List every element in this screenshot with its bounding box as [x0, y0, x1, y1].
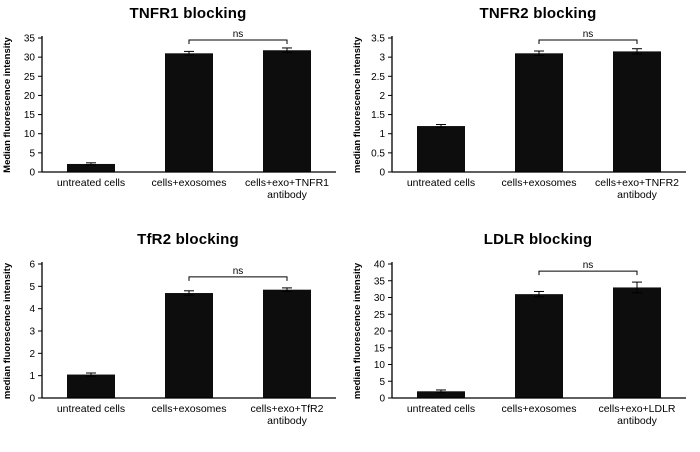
significance-label: ns — [583, 29, 594, 40]
y-tick-label: 1.5 — [371, 110, 385, 121]
y-tick-label: 20 — [24, 91, 36, 102]
y-tick-label: 3 — [29, 327, 35, 338]
y-tick-label: 3 — [379, 53, 385, 64]
x-category-label-0: untreated cells — [57, 403, 125, 415]
chart-plot-area: median fluorescence intensity 0 5 10 15 20 25 3… — [350, 250, 700, 452]
y-tick-label: 5 — [29, 148, 35, 159]
chart-tnfr2-blocking: TNFR2 blocking median fluorescence inten… — [350, 0, 700, 226]
y-tick-label: 6 — [29, 260, 35, 271]
y-axis-label: median fluorescence intensity — [2, 262, 13, 399]
chart-tfr2-blocking: TfR2 blocking median fluorescence intens… — [0, 226, 350, 452]
x-category-label-1: cells+exosomes — [152, 177, 227, 189]
y-tick-label: 10 — [24, 129, 36, 140]
x-category-label-2: cells+exo+TNFR2 antibody — [595, 177, 679, 201]
y-tick-label: 5 — [29, 282, 35, 293]
y-tick-label: 0 — [29, 168, 35, 179]
bar-chart-svg: Median fluorescence intensity 0 5 10 15 20 25 3… — [2, 29, 336, 201]
y-tick-label: 0 — [29, 394, 35, 405]
x-category-label-1: cells+exosomes — [152, 403, 227, 415]
y-axis-label: Median fluorescence intensity — [2, 36, 13, 172]
bar-1 — [165, 293, 213, 398]
y-tick-label: 3.5 — [371, 34, 385, 45]
significance-bracket — [188, 39, 288, 44]
bar-1 — [515, 53, 563, 172]
y-tick-label: 5 — [379, 377, 385, 388]
y-tick-label: 4 — [29, 304, 35, 315]
significance-label: ns — [233, 29, 244, 40]
chart-plot-area: median fluorescence intensity 0 1 2 3 4 5 6 ns un… — [0, 250, 350, 452]
y-tick-label: 15 — [374, 343, 386, 354]
chart-ldlr-blocking: LDLR blocking median fluorescence intens… — [350, 226, 700, 452]
y-tick-label: 15 — [24, 110, 36, 121]
bar-2 — [263, 289, 311, 398]
y-tick-label: 0 — [379, 394, 385, 405]
x-category-label-2: cells+exo+TfR2 antibody — [251, 403, 324, 427]
x-category-label-1: cells+exosomes — [502, 403, 577, 415]
x-category-label-0: untreated cells — [57, 177, 125, 189]
significance-label: ns — [583, 260, 594, 271]
bar-1 — [515, 294, 563, 398]
bar-2 — [613, 287, 661, 398]
y-tick-label: 20 — [374, 327, 386, 338]
y-tick-label: 30 — [24, 53, 36, 64]
y-tick-label: 40 — [374, 260, 386, 271]
y-tick-label: 2 — [379, 91, 385, 102]
chart-title: LDLR blocking — [483, 231, 593, 248]
y-tick-label: 2.5 — [371, 72, 385, 83]
y-tick-label: 35 — [24, 34, 36, 45]
bar-1 — [165, 53, 213, 172]
y-tick-label: 0 — [379, 168, 385, 179]
x-category-label-0: untreated cells — [407, 403, 475, 415]
bar-0 — [67, 163, 115, 172]
y-tick-label: 25 — [374, 310, 386, 321]
y-tick-label: 30 — [374, 293, 386, 304]
bar-0 — [67, 374, 115, 398]
chart-title: TNFR2 blocking — [479, 5, 597, 22]
significance-bracket — [538, 39, 638, 44]
significance-bracket — [538, 270, 638, 276]
x-category-label-2: cells+exo+LDLR antibody — [598, 403, 675, 427]
bar-2 — [263, 50, 311, 172]
y-tick-label: 1 — [29, 371, 35, 382]
y-tick-label: 35 — [374, 276, 386, 287]
chart-title: TNFR1 blocking — [129, 5, 247, 22]
chart-title: TfR2 blocking — [137, 231, 239, 248]
y-tick-label: 2 — [29, 349, 35, 360]
significance-label: ns — [233, 266, 244, 277]
chart-tnfr1-blocking: TNFR1 blocking Median fluorescence inten… — [0, 0, 350, 226]
x-category-label-2: cells+exo+TNFR1 antibody — [245, 177, 329, 201]
significance-bracket — [188, 276, 288, 281]
y-axis-label: median fluorescence intensity — [352, 36, 363, 173]
y-axis-label: median fluorescence intensity — [352, 262, 363, 399]
bar-chart-svg: median fluorescence intensity 0 1 2 3 4 5 6 ns un… — [2, 260, 336, 427]
chart-plot-area: median fluorescence intensity 0 0.5 1 1.5 2 2.… — [350, 24, 700, 226]
chart-plot-area: Median fluorescence intensity 0 5 10 15 20 25 3… — [0, 24, 350, 226]
bar-0 — [417, 391, 465, 398]
y-tick-label: 0.5 — [371, 148, 385, 159]
y-tick-label: 1 — [379, 129, 385, 140]
y-tick-label: 25 — [24, 72, 36, 83]
bar-0 — [417, 126, 465, 172]
bar-2 — [613, 51, 661, 172]
y-tick-label: 10 — [374, 360, 386, 371]
bar-chart-svg: median fluorescence intensity 0 0.5 1 1.5 2 2.… — [352, 29, 686, 201]
bar-chart-svg: median fluorescence intensity 0 5 10 15 20 25 3… — [352, 260, 686, 427]
x-category-label-1: cells+exosomes — [502, 177, 577, 189]
x-category-label-0: untreated cells — [407, 177, 475, 189]
